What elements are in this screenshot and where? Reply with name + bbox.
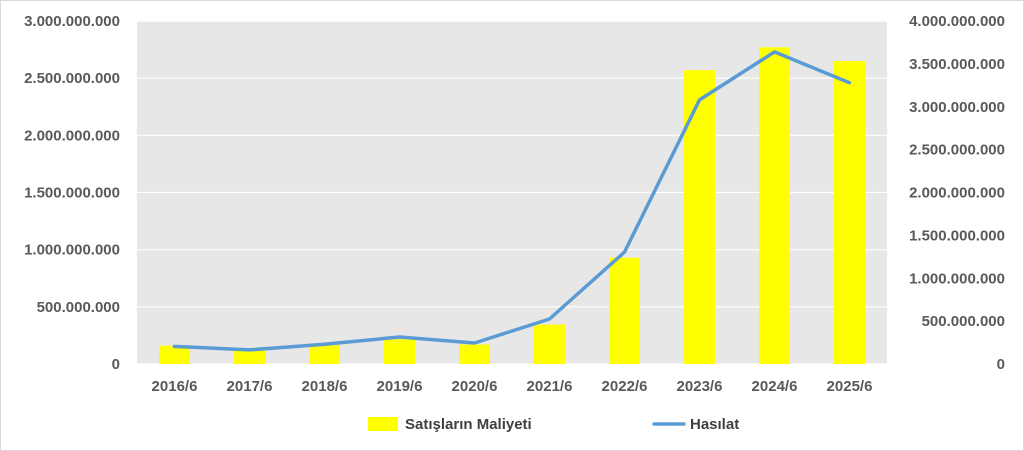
right-tick-label: 3.500.000.000 (909, 56, 1005, 73)
bar (834, 61, 865, 365)
left-tick-label: 2.500.000.000 (24, 70, 120, 87)
bar (534, 324, 565, 364)
bar (759, 47, 790, 365)
x-tick-label: 2019/6 (377, 378, 423, 395)
x-tick-label: 2016/6 (152, 378, 198, 395)
right-tick-label: 2.500.000.000 (909, 142, 1005, 159)
x-tick-label: 2018/6 (302, 378, 348, 395)
legend: Satışların Maliyeti Hasılat (368, 416, 739, 433)
bar (684, 70, 715, 364)
left-tick-label: 1.500.000.000 (24, 185, 120, 202)
line-series (172, 50, 852, 352)
legend-label-line: Hasılat (690, 416, 739, 433)
right-tick-label: 3.000.000.000 (909, 99, 1005, 116)
left-axis-ticks: 0 500.000.000 1.000.000.000 1.500.000.000 2.… (24, 13, 120, 373)
bar (234, 349, 265, 364)
right-tick-label: 1.500.000.000 (909, 227, 1005, 244)
legend-label-bar: Satışların Maliyeti (405, 416, 532, 433)
x-tick-label: 2020/6 (452, 378, 498, 395)
left-tick-label: 500.000.000 (37, 299, 120, 316)
x-tick-label: 2017/6 (227, 378, 273, 395)
bar (309, 345, 340, 364)
bar (384, 339, 415, 364)
x-tick-label: 2023/6 (677, 378, 723, 395)
legend-swatch-bar (368, 417, 398, 431)
left-tick-label: 2.000.000.000 (24, 127, 120, 144)
x-tick-label: 2021/6 (527, 378, 573, 395)
right-tick-label: 1.000.000.000 (909, 270, 1005, 287)
left-tick-label: 0 (112, 356, 120, 373)
right-tick-label: 2.000.000.000 (909, 185, 1005, 202)
left-tick-label: 3.000.000.000 (24, 13, 120, 30)
x-tick-label: 2022/6 (602, 378, 648, 395)
x-tick-label: 2025/6 (827, 378, 873, 395)
right-axis-ticks: 0 500.000.000 1.000.000.000 1.500.000.000 2.… (909, 13, 1005, 373)
bar (159, 345, 190, 364)
right-tick-label: 0 (997, 356, 1005, 373)
x-axis-ticks: 2016/6 2017/6 2018/6 2019/6 2020/6 2021/6 2022… (152, 378, 873, 395)
right-tick-label: 500.000.000 (922, 313, 1005, 330)
left-tick-label: 1.000.000.000 (24, 242, 120, 259)
bar (459, 344, 490, 364)
x-tick-label: 2024/6 (752, 378, 798, 395)
bar (609, 257, 640, 364)
right-tick-label: 4.000.000.000 (909, 13, 1005, 30)
